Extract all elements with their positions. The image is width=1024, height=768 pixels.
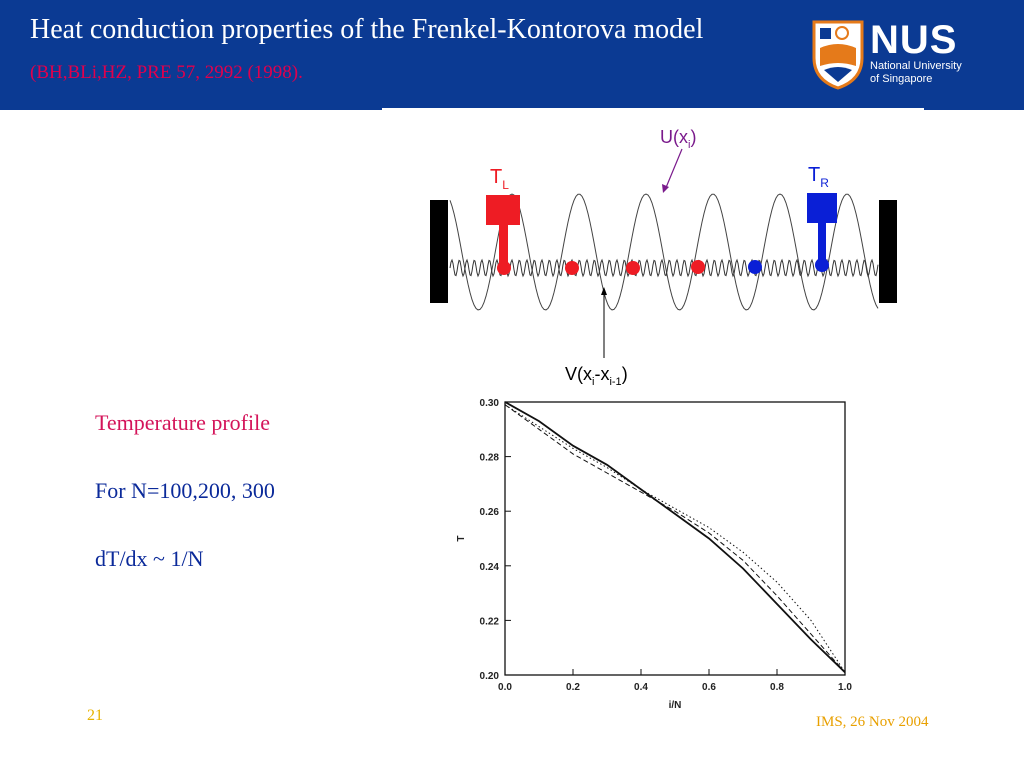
label-u: U(xi) xyxy=(660,127,696,151)
y-tick-label: 0.26 xyxy=(480,507,500,518)
particle xyxy=(565,261,579,275)
particle xyxy=(691,260,705,274)
label-v: V(xi-xi-1) xyxy=(565,364,628,388)
x-tick-label: 0.6 xyxy=(702,682,716,693)
footer-event: IMS, 26 Nov 2004 xyxy=(816,714,929,730)
x-tick-label: 1.0 xyxy=(838,682,852,693)
label-tr: TR xyxy=(808,164,829,190)
x-tick-label: 0.8 xyxy=(770,682,784,693)
bullet-temperature-profile: Temperature profile xyxy=(95,410,270,435)
x-tick-label: 0.4 xyxy=(634,682,648,693)
y-tick-label: 0.20 xyxy=(480,671,500,682)
particle xyxy=(815,258,829,272)
header-divider xyxy=(382,108,924,112)
x-axis-label: i/N xyxy=(669,700,682,711)
right-bath-rod xyxy=(818,221,826,265)
arrow-u-head xyxy=(662,184,669,193)
series-line-solid xyxy=(504,401,846,673)
title-text: Heat conduction properties of the Frenke… xyxy=(30,14,704,45)
series-line-dashed xyxy=(504,404,846,673)
slide-title: Heat conduction properties of the Frenke… xyxy=(30,10,790,93)
right-wall xyxy=(879,200,897,303)
logo-wordmark: NUS xyxy=(870,18,958,62)
y-tick-label: 0.24 xyxy=(480,562,500,573)
slide-number: 21 xyxy=(87,707,103,724)
logo-text: NUS National University of Singapore xyxy=(870,20,962,86)
arrow-u xyxy=(664,148,683,191)
x-tick-label: 0.2 xyxy=(566,682,580,693)
left-heat-bath xyxy=(486,195,520,225)
left-wall xyxy=(430,200,448,303)
substrate-potential xyxy=(449,193,879,311)
y-axis-label: T xyxy=(456,535,467,541)
particle xyxy=(497,261,511,275)
left-bath-rod xyxy=(499,223,508,267)
series-line-dotted xyxy=(504,404,846,673)
slide-header: Heat conduction properties of the Frenke… xyxy=(0,0,1024,110)
x-tick-label: 0.0 xyxy=(498,682,512,693)
temperature-profile-chart: 0.0 0.2 0.4 0.6 0.8 1.0 0.20 0.22 0.24 0.26 0.28 0.… xyxy=(456,398,852,711)
logo-subtitle-1: National University xyxy=(870,60,962,72)
right-heat-bath xyxy=(807,193,837,223)
nus-logo: NUS National University of Singapore xyxy=(812,20,977,92)
arrow-v-head xyxy=(601,287,607,295)
plot-frame xyxy=(504,401,846,676)
bullet-gradient-scaling: dT/dx ~ 1/N xyxy=(95,546,204,571)
y-tick-label: 0.30 xyxy=(480,398,500,409)
fk-model-schematic: TL TR U(xi) V(xi-xi-1) xyxy=(430,127,897,388)
title-reference: (BH,BLi,HZ, PRE 57, 2992 (1998). xyxy=(30,62,303,83)
particle xyxy=(626,261,640,275)
spring-chain xyxy=(449,258,879,278)
label-tl: TL xyxy=(490,166,509,192)
nus-crest-icon xyxy=(812,20,864,90)
y-tick-label: 0.28 xyxy=(480,453,500,464)
y-tick-label: 0.22 xyxy=(480,616,500,627)
bullet-n-values: For N=100,200, 300 xyxy=(95,478,275,503)
particle xyxy=(748,260,762,274)
logo-subtitle-2: of Singapore xyxy=(870,73,933,85)
